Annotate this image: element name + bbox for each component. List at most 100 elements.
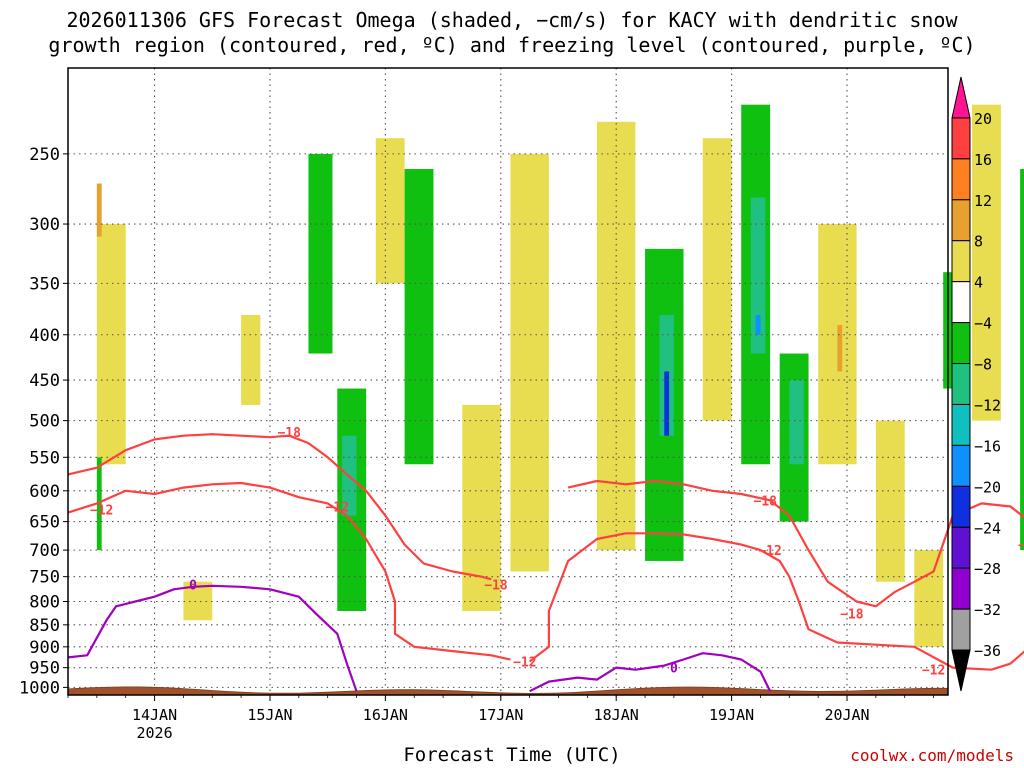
omega-cell-yellow [510,153,549,572]
omega-cell-navy [664,371,670,436]
ground-surface [67,686,949,696]
omega-cell-orange [96,183,102,237]
omega-cell-green [404,168,434,465]
colorbar-label: −24 [974,519,1001,537]
colorbar-swatch [951,117,971,160]
y-tick-label: 650 [29,513,60,533]
contour-label: −18 [484,578,508,593]
contour-label: −12 [90,504,113,519]
omega-cell-green [96,457,102,551]
y-tick-label: 550 [29,448,60,468]
contour-line [528,532,1024,671]
x-axis-label: Forecast Time (UTC) [403,744,621,766]
colorbar: 20 16 12 8 4 −4 −8 −12 −16 −20 −24 −28 −32 −36 [951,76,1001,692]
colorbar-label: −28 [974,560,1001,578]
contour-label: −12 [326,501,349,516]
colorbar-swatch [951,158,971,201]
credit-text: coolwx.com/models [850,746,1014,765]
x-tick-label: 19JAN [709,706,754,724]
omega-cell-yellow [914,550,944,647]
chart-title-line2: growth region (contoured, red, ºC) and f… [48,33,976,57]
colorbar-label: −8 [974,356,992,374]
y-tick-label: 300 [29,215,60,235]
colorbar-swatch [951,608,971,651]
contour-label: −12 [758,544,781,559]
colorbar-swatch [951,322,971,365]
y-tick-label: 500 [29,412,60,432]
omega-cell-yellow [972,104,1001,421]
colorbar-label: −16 [974,437,1001,455]
omega-cell-yellow [875,420,905,582]
contour-label: −12 [922,664,945,679]
colorbar-swatch [951,199,971,242]
omega-cell-blue [755,315,761,335]
colorbar-swatch [951,240,971,283]
colorbar-arrow-bottom [951,649,971,692]
colorbar-swatch [951,281,971,324]
colorbar-swatch [951,363,971,405]
y-tick-label: 600 [29,482,60,502]
colorbar-swatch [951,485,971,528]
y-tick-label: 800 [29,593,60,613]
omega-cell-yellow [96,224,126,465]
y-tick-label: 850 [29,616,60,636]
colorbar-label: 20 [974,110,992,128]
contour-label: −18 [840,607,864,622]
y-tick-label: 450 [29,371,60,391]
y-tick-label: 350 [29,274,60,294]
omega-cell-teal [750,197,766,354]
contour-label: 0 [189,578,197,593]
omega-cell-yellow [702,138,732,421]
y-tick-label: 900 [29,638,60,658]
contour-line [529,652,772,693]
grid-layer [68,68,948,695]
colorbar-label: −20 [974,478,1001,496]
contour-line [67,433,492,581]
y-tick-label: 400 [29,326,60,346]
contour-label: −18 [1018,539,1024,554]
x-tick-label: 18JAN [594,706,639,724]
omega-cell-teal [789,380,804,465]
contour-line [67,584,358,692]
omega-cell-green [308,153,333,354]
omega-cell-yellow [241,315,261,405]
x-tick-label: 16JAN [363,706,408,724]
colorbar-label: 8 [974,233,983,251]
x-tick-label: 14JAN [132,706,177,724]
contour-label: 0 [670,662,678,677]
contour-label: −12 [513,656,536,671]
y-tick-label: 1000 [19,678,60,698]
chart-title-line1: 2026011306 GFS Forecast Omega (shaded, −… [66,8,958,32]
colorbar-swatch [951,526,971,569]
omega-cell-yellow [596,121,636,551]
colorbar-label: 16 [974,151,992,169]
colorbar-swatch [951,444,971,487]
x-tick-label: 15JAN [247,706,292,724]
y-tick-label: 250 [29,145,60,165]
colorbar-label: −12 [974,396,1001,414]
x-tick-label: 17JAN [478,706,523,724]
colorbar-label: −36 [974,642,1001,660]
plot-frame [67,67,949,696]
contour-label: −18 [277,426,301,441]
ground-layer [67,686,949,696]
omega-cell-yellow [375,138,405,284]
colorbar-label: 4 [974,274,983,292]
contour-line [67,481,511,661]
x-tick-label: 20JAN [824,706,869,724]
y-tick-label: 750 [29,568,60,588]
colorbar-label: −4 [974,315,992,333]
colorbar-label: 12 [974,192,992,210]
contour-line [567,479,1024,608]
omega-cell-green [1020,168,1024,551]
y-tick-label: 700 [29,541,60,561]
colorbar-swatch [951,403,971,446]
omega-shading-layer [96,104,1024,647]
colorbar-label: −32 [974,601,1001,619]
y-axis: 2503003504004505005506006507007508008509… [19,145,68,698]
colorbar-swatch [951,567,971,610]
omega-cell-orange [837,325,843,372]
y-tick-label: 950 [29,659,60,679]
